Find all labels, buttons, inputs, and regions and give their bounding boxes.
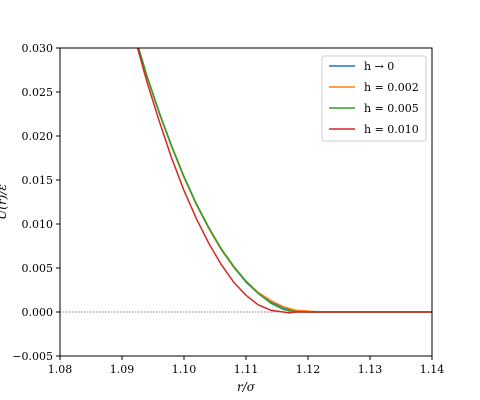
y-tick-label: 0.020	[22, 130, 54, 143]
y-tick-label: 0.005	[22, 262, 54, 275]
x-tick-label: 1.14	[420, 363, 445, 376]
legend-label-3: h = 0.005	[364, 102, 419, 115]
y-tick-label: 0.010	[22, 218, 54, 231]
y-tick-label: −0.005	[12, 350, 53, 363]
legend-label-2: h = 0.002	[364, 81, 419, 94]
x-axis: 1.08 1.09 1.10 1.11 1.12 1.13 1.14	[48, 356, 445, 376]
x-tick-label: 1.12	[296, 363, 321, 376]
series-line-4	[136, 48, 432, 314]
y-axis: −0.005 0.000 0.005 0.010 0.015 0.020 0.025 0.03…	[12, 42, 60, 363]
y-tick-label: 0.015	[22, 174, 54, 187]
x-axis-label: r/σ	[237, 380, 256, 394]
y-tick-label: 0.000	[22, 306, 54, 319]
x-tick-label: 1.11	[234, 363, 259, 376]
legend: h → 0 h = 0.002 h = 0.005 h = 0.010	[321, 55, 427, 142]
y-tick-label: 0.030	[22, 42, 54, 55]
x-tick-label: 1.10	[172, 363, 197, 376]
plot-area	[60, 48, 432, 314]
legend-box	[321, 55, 427, 142]
y-axis-label: U(r)/ε	[0, 184, 9, 220]
x-tick-label: 1.08	[48, 363, 73, 376]
x-tick-label: 1.09	[110, 363, 135, 376]
x-tick-label: 1.13	[358, 363, 383, 376]
y-tick-label: 0.025	[22, 86, 54, 99]
legend-label-1: h → 0	[364, 60, 394, 73]
legend-label-4: h = 0.010	[364, 123, 419, 136]
